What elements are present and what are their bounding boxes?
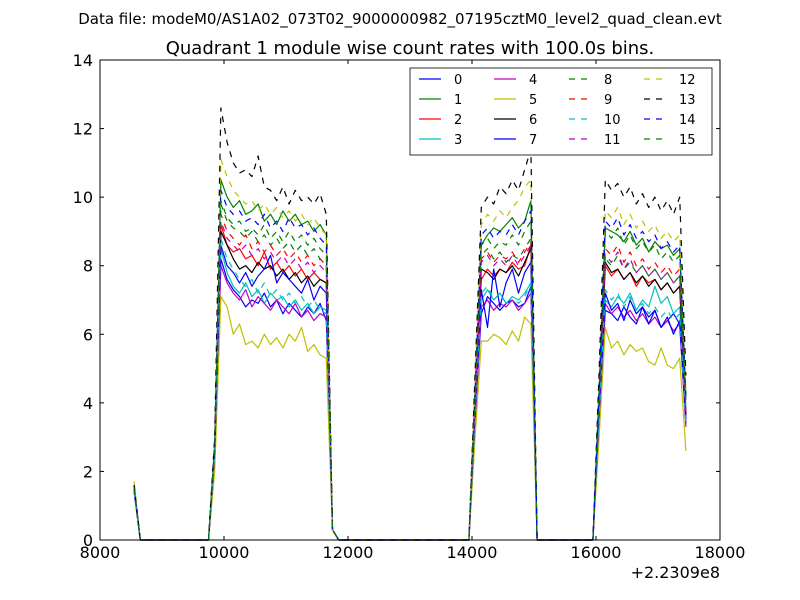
y-tick-label: 4 xyxy=(83,394,93,413)
legend-label-7: 7 xyxy=(529,133,537,148)
legend-label-0: 0 xyxy=(454,73,462,88)
series-line-8 xyxy=(133,203,687,541)
series-line-5 xyxy=(133,296,687,541)
series-line-4 xyxy=(133,265,687,541)
x-tick-label: 8000 xyxy=(80,543,121,562)
series-line-11 xyxy=(133,220,687,541)
legend-label-3: 3 xyxy=(454,133,462,148)
y-tick-label: 0 xyxy=(83,531,93,550)
legend-label-5: 5 xyxy=(529,93,537,108)
legend-label-4: 4 xyxy=(529,73,537,88)
legend-label-13: 13 xyxy=(679,93,696,108)
legend-frame xyxy=(409,67,713,156)
legend-label-1: 1 xyxy=(454,93,462,108)
legend-label-10: 10 xyxy=(604,113,621,128)
legend-label-12: 12 xyxy=(679,73,696,88)
series-line-6 xyxy=(133,230,687,541)
y-tick-label: 10 xyxy=(73,188,93,207)
series-line-7 xyxy=(133,244,687,541)
x-tick-label: 16000 xyxy=(571,543,622,562)
legend-label-11: 11 xyxy=(604,133,621,148)
chart-title: Quadrant 1 module wise count rates with … xyxy=(166,38,655,59)
x-tick-label: 18000 xyxy=(695,543,746,562)
x-tick-label: 14000 xyxy=(447,543,498,562)
y-tick-label: 8 xyxy=(83,257,93,276)
legend-label-15: 15 xyxy=(679,133,696,148)
legend-label-6: 6 xyxy=(529,113,537,128)
y-tick-label: 6 xyxy=(83,325,93,344)
series-line-13 xyxy=(133,107,687,541)
series-line-15 xyxy=(133,200,687,541)
legend-label-8: 8 xyxy=(604,73,612,88)
x-tick-label: 10000 xyxy=(199,543,250,562)
legend-label-14: 14 xyxy=(679,113,696,128)
series-layer xyxy=(133,107,687,541)
y-tick-label: 12 xyxy=(73,120,93,139)
y-tick-label: 14 xyxy=(73,51,93,70)
y-tick-label: 2 xyxy=(83,462,93,481)
legend-label-9: 9 xyxy=(604,93,612,108)
x-axis-offset-label: +2.2309e8 xyxy=(631,563,720,582)
x-tick-label: 12000 xyxy=(323,543,374,562)
legend-label-2: 2 xyxy=(454,113,462,128)
plot-frame xyxy=(99,59,721,541)
figure-suptitle: Data file: modeM0/AS1A02_073T02_90000009… xyxy=(78,10,722,29)
